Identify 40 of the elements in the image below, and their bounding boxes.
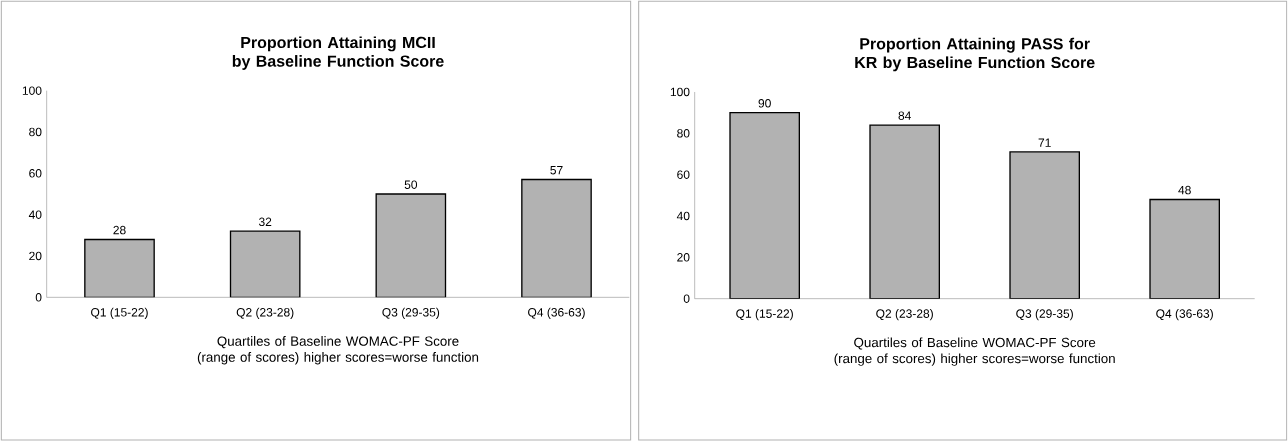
x-tick-label: Q2 (23-28) xyxy=(876,308,933,321)
chart-title: Proportion Attaining PASS for KR by Baseline Function Score xyxy=(855,37,1095,72)
chart-title: Proportion Attaining MCII by Baseline Function Score xyxy=(232,36,444,70)
y-tick-label: 100 xyxy=(670,87,690,97)
x-tick-label: Q1 (15-22) xyxy=(736,308,793,321)
y-tick-label: 0 xyxy=(683,294,690,303)
y-tick-label: 0 xyxy=(35,292,42,302)
bar xyxy=(84,238,155,298)
data-label: 84 xyxy=(898,111,911,120)
y-tick-label: 40 xyxy=(28,210,42,219)
bar xyxy=(375,193,447,298)
data-label: 32 xyxy=(258,217,272,226)
data-label: 28 xyxy=(113,225,126,235)
y-tick-label: 100 xyxy=(22,86,42,95)
x-tick-label: Q4 (36-63) xyxy=(1156,308,1213,321)
x-tick-label: Q3 (29-35) xyxy=(382,307,440,319)
bar xyxy=(1149,198,1221,299)
x-tick-label: Q3 (29-35) xyxy=(1016,308,1073,321)
bar xyxy=(869,124,941,299)
bar xyxy=(229,230,301,298)
data-label: 57 xyxy=(550,165,563,175)
y-tick-label: 80 xyxy=(29,127,42,137)
x-tick-label: Q1 (15-22) xyxy=(91,307,148,319)
x-tick-label: Q4 (36-63) xyxy=(528,307,585,319)
bar xyxy=(521,178,592,298)
y-tick-label: 20 xyxy=(29,251,42,261)
x-axis-title: Quartiles of Baseline WOMAC-PF Score (range of scores) higher scores=worse function xyxy=(197,335,479,365)
y-tick-label: 40 xyxy=(676,211,690,221)
bar xyxy=(729,111,801,299)
x-axis-title: Quartiles of Baseline WOMAC-PF Score (range of scores) higher scores=worse function xyxy=(834,337,1115,366)
data-label: 50 xyxy=(404,180,418,189)
y-tick-label: 60 xyxy=(677,170,690,179)
data-label: 48 xyxy=(1178,185,1191,195)
y-tick-label: 20 xyxy=(677,252,690,262)
y-tick-label: 60 xyxy=(29,168,42,178)
data-label: 90 xyxy=(758,98,771,108)
y-tick-label: 80 xyxy=(677,128,690,138)
x-tick-label: Q2 (23-28) xyxy=(236,307,294,319)
data-label: 71 xyxy=(1038,138,1051,147)
bar xyxy=(1009,151,1081,299)
